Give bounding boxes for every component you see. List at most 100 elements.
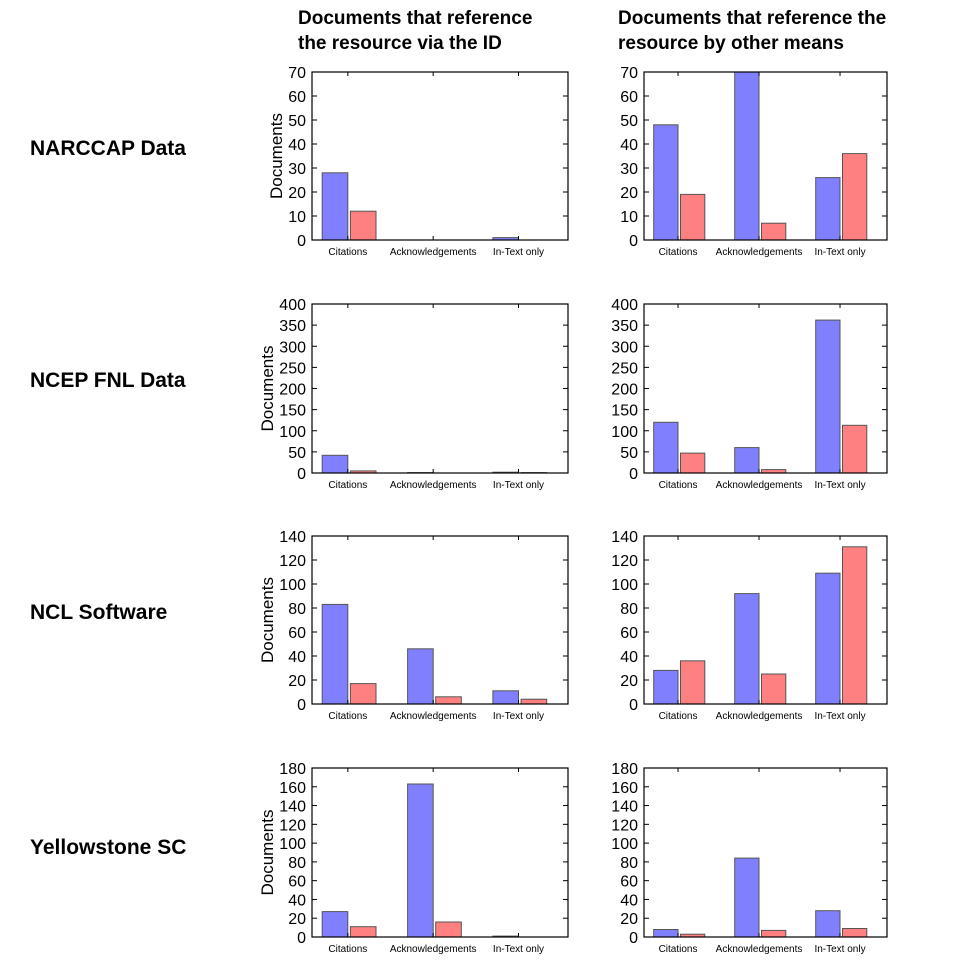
bar-blue bbox=[815, 572, 841, 705]
bar-red bbox=[842, 546, 868, 705]
x-tick-label: Acknowledgements bbox=[716, 247, 803, 258]
bar-blue bbox=[653, 669, 679, 705]
y-tick-label: 120 bbox=[279, 553, 306, 570]
x-tick-label: Citations bbox=[659, 480, 698, 491]
x-tick-label: In-Text only bbox=[493, 247, 544, 258]
plot-frame bbox=[643, 767, 888, 938]
bar-blue bbox=[734, 593, 760, 705]
plot-frame bbox=[311, 767, 569, 938]
bar-red bbox=[761, 929, 787, 938]
bar-blue bbox=[321, 172, 349, 241]
row-label-ncl-software: NCL Software bbox=[30, 601, 168, 624]
y-tick-label: 120 bbox=[279, 817, 306, 834]
y-tick-label: 0 bbox=[629, 697, 638, 714]
bar-blue bbox=[815, 910, 841, 938]
y-tick-label: 120 bbox=[611, 817, 638, 834]
y-tick-label: 80 bbox=[620, 601, 638, 618]
y-tick-label: 180 bbox=[611, 761, 638, 778]
bar-blue bbox=[815, 177, 841, 241]
bar-blue bbox=[653, 929, 679, 938]
y-tick-label: 160 bbox=[279, 780, 306, 797]
y-tick-label: 0 bbox=[297, 466, 306, 483]
y-tick-label: 20 bbox=[288, 911, 306, 928]
y-tick-label: 30 bbox=[620, 161, 638, 178]
y-tick-label: 250 bbox=[611, 360, 638, 377]
y-tick-label: 60 bbox=[620, 874, 638, 891]
x-tick-label: Acknowledgements bbox=[390, 711, 477, 722]
bar-blue bbox=[321, 603, 349, 705]
plot-frame bbox=[311, 71, 569, 241]
x-tick-label: In-Text only bbox=[814, 480, 865, 491]
bar-red bbox=[680, 193, 706, 241]
bar-red bbox=[842, 928, 868, 938]
bar-chart-3-2: 0 20 40 60 80 100 120 140 Citations Acknowledgeme… bbox=[611, 529, 888, 722]
x-tick-label: Citations bbox=[659, 944, 698, 955]
bar-blue bbox=[734, 447, 760, 474]
bar-chart-2-1: 0 50 100 150 200 250 300 350 400 Citations Acknowl… bbox=[258, 297, 569, 491]
x-tick-label: Acknowledgements bbox=[390, 944, 477, 955]
bar-blue bbox=[321, 454, 349, 474]
x-tick-label: Citations bbox=[328, 480, 367, 491]
bar-chart-2-2: 0 50 100 150 200 250 300 350 400 Citations Acknowl… bbox=[611, 297, 888, 491]
column-header-line: Documents that reference the bbox=[618, 8, 887, 29]
row-label-narccap: NARCCAP Data bbox=[30, 137, 186, 160]
x-tick-label: In-Text only bbox=[493, 944, 544, 955]
y-tick-label: 60 bbox=[288, 625, 306, 642]
y-axis-label: Documents bbox=[258, 810, 277, 896]
plot-frame bbox=[643, 71, 888, 241]
plot-frame bbox=[311, 535, 569, 705]
y-tick-label: 100 bbox=[279, 836, 306, 853]
bar-red bbox=[761, 673, 787, 705]
x-tick-label: In-Text only bbox=[814, 944, 865, 955]
y-tick-label: 0 bbox=[297, 930, 306, 947]
y-tick-label: 100 bbox=[279, 577, 306, 594]
x-tick-label: Citations bbox=[659, 711, 698, 722]
bar-red bbox=[349, 210, 377, 241]
y-tick-label: 160 bbox=[611, 780, 638, 797]
bar-red bbox=[680, 452, 706, 474]
column-header-via-id: Documents that reference the resource vi… bbox=[298, 6, 618, 56]
bar-red bbox=[761, 222, 787, 241]
bar-blue bbox=[653, 124, 679, 241]
y-tick-label: 30 bbox=[288, 161, 306, 178]
y-tick-label: 0 bbox=[297, 233, 306, 250]
y-tick-label: 200 bbox=[611, 382, 638, 399]
plot-frame bbox=[643, 535, 888, 705]
column-header-line: the resource via the ID bbox=[298, 33, 502, 54]
bar-red bbox=[435, 921, 462, 938]
y-tick-label: 20 bbox=[288, 673, 306, 690]
y-tick-label: 70 bbox=[288, 65, 306, 82]
y-tick-label: 50 bbox=[620, 113, 638, 130]
y-tick-label: 40 bbox=[288, 892, 306, 909]
y-tick-label: 20 bbox=[288, 185, 306, 202]
column-header-line: resource by other means bbox=[618, 33, 844, 54]
y-tick-label: 120 bbox=[611, 553, 638, 570]
y-tick-label: 80 bbox=[288, 855, 306, 872]
x-tick-label: In-Text only bbox=[493, 711, 544, 722]
y-axis-label: Documents bbox=[267, 113, 286, 199]
y-tick-label: 0 bbox=[629, 233, 638, 250]
y-tick-label: 100 bbox=[611, 577, 638, 594]
y-tick-label: 50 bbox=[288, 113, 306, 130]
plot-frame bbox=[311, 303, 569, 474]
y-tick-label: 40 bbox=[620, 649, 638, 666]
y-tick-label: 70 bbox=[620, 65, 638, 82]
bar-blue bbox=[815, 319, 841, 474]
y-tick-label: 150 bbox=[611, 403, 638, 420]
y-tick-label: 80 bbox=[620, 855, 638, 872]
y-tick-label: 350 bbox=[279, 318, 306, 335]
y-tick-label: 200 bbox=[279, 382, 306, 399]
bar-blue bbox=[407, 783, 434, 938]
x-tick-label: In-Text only bbox=[493, 480, 544, 491]
y-tick-label: 60 bbox=[620, 625, 638, 642]
x-tick-label: Acknowledgements bbox=[716, 480, 803, 491]
y-tick-label: 350 bbox=[611, 318, 638, 335]
bar-blue bbox=[734, 857, 760, 938]
y-tick-label: 0 bbox=[629, 466, 638, 483]
y-tick-label: 40 bbox=[620, 892, 638, 909]
x-tick-label: In-Text only bbox=[814, 247, 865, 258]
y-tick-label: 140 bbox=[611, 799, 638, 816]
